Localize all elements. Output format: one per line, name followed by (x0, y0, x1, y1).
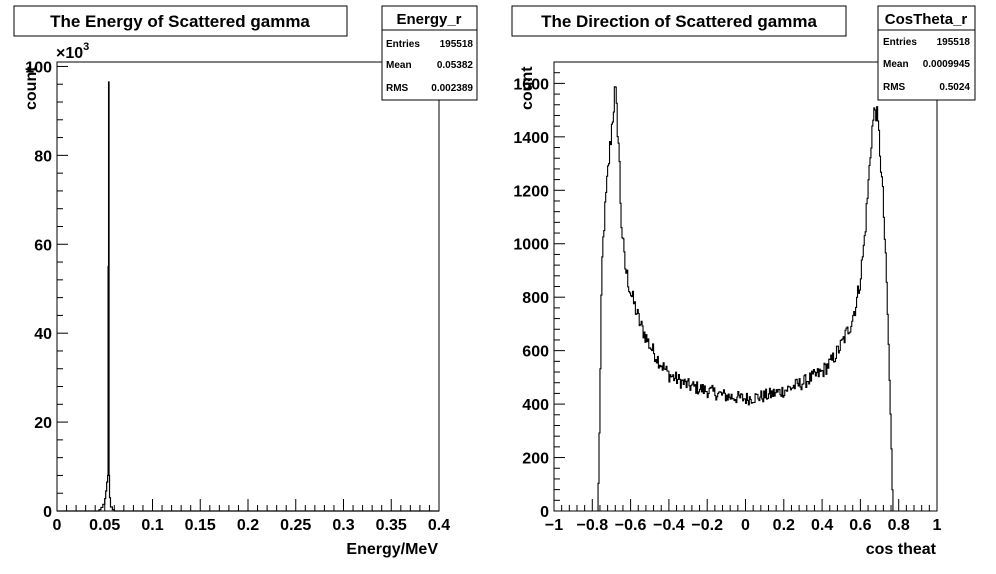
direction-x-tick-label: −0.6 (615, 517, 647, 534)
direction-x-tick-label: 0.6 (849, 517, 871, 534)
direction-y-axis-label: count (519, 66, 536, 110)
direction-y-tick-label: 0 (540, 504, 549, 521)
direction-y-axis: 0 200 400 600 800 1000 1200 1400 1600 (513, 61, 565, 521)
direction-y-tick-label: 1600 (513, 76, 549, 93)
direction-title-box (511, 5, 847, 37)
energy-x-tick-label: 0.4 (428, 517, 450, 534)
direction-x-tick-label: −0.4 (653, 517, 685, 534)
direction-stats-entries-label: Entries (883, 37, 917, 48)
direction-x-tick-label: 1 (933, 517, 942, 534)
energy-y-tick-label: 0 (43, 504, 52, 521)
energy-stats-rms-label: RMS (386, 83, 409, 94)
energy-stats-entries-label: Entries (386, 39, 420, 50)
direction-x-tick-label: −0.2 (691, 517, 723, 534)
energy-stats-rms-value: 0.002389 (431, 83, 473, 94)
energy-x-tick-label: 0.05 (89, 517, 120, 534)
energy-title-box (13, 5, 348, 37)
energy-y-tick-label: 40 (34, 326, 52, 343)
energy-stats-box (381, 5, 478, 101)
direction-histogram-line (554, 86, 937, 512)
energy-x-tick-label: 0 (53, 517, 62, 534)
direction-stats-mean-value: 0.0009945 (923, 59, 971, 70)
direction-y-tick-label: 400 (522, 397, 549, 414)
direction-y-tick-label: 600 (522, 344, 549, 361)
energy-histogram-panel: 0 0.05 0.1 0.15 0.2 0.25 0.3 0.35 0.4 0 20 40 60 80 1… (13, 5, 478, 558)
direction-stats-box (877, 5, 976, 101)
energy-histogram-bars (57, 81, 439, 512)
direction-y-tick-label: 1000 (513, 237, 549, 254)
energy-chart-title: The Energy of Scattered gamma (50, 12, 310, 31)
energy-y-tick-label: 80 (34, 148, 52, 165)
direction-x-tick-label: −1 (545, 517, 563, 534)
energy-y-tick-label: 60 (34, 237, 52, 254)
direction-x-tick-label: 0.8 (888, 517, 910, 534)
direction-y-tick-label: 200 (522, 451, 549, 468)
direction-x-tick-label: 0.2 (773, 517, 795, 534)
energy-x-tick-label: 0.2 (237, 517, 259, 534)
direction-stats-name: CosTheta_r (885, 11, 968, 28)
direction-stats-rms-value: 0.5024 (939, 82, 970, 93)
direction-y-tick-label: 1400 (513, 130, 549, 147)
direction-x-tick-label: 0.4 (811, 517, 833, 534)
energy-stats-name: Energy_r (396, 11, 461, 28)
energy-y-axis: 0 20 40 60 80 100 (25, 59, 68, 521)
energy-x-tick-label: 0.35 (376, 517, 407, 534)
direction-x-tick-label: 0 (741, 517, 750, 534)
energy-y-axis-label: count (23, 66, 40, 110)
direction-x-tick-label: −0.8 (577, 517, 609, 534)
direction-stats-rms-label: RMS (883, 82, 906, 93)
energy-x-axis-label: Energy/MeV (346, 541, 438, 558)
energy-x-tick-label: 0.3 (332, 517, 354, 534)
direction-x-axis: −1 −0.8 −0.6 −0.4 −0.2 0 0.2 0.4 0.6 0.8 1 (545, 499, 942, 534)
energy-y-tick-label: 100 (25, 59, 52, 76)
direction-histogram-series (554, 86, 937, 512)
energy-x-axis: 0 0.05 0.1 0.15 0.2 0.25 0.3 0.35 0.4 (53, 499, 450, 534)
energy-x-tick-label: 0.25 (280, 517, 311, 534)
direction-y-tick-label: 1200 (513, 183, 549, 200)
energy-stats-mean-value: 0.05382 (437, 60, 474, 71)
energy-stats-mean-label: Mean (386, 60, 412, 71)
energy-histogram-series (57, 81, 439, 512)
energy-y-multiplier: ×103 (56, 41, 89, 62)
direction-stats-entries-value: 195518 (937, 37, 971, 48)
energy-x-tick-label: 0.1 (141, 517, 163, 534)
direction-stats-mean-label: Mean (883, 59, 909, 70)
direction-y-tick-label: 800 (522, 290, 549, 307)
energy-x-tick-label: 0.15 (185, 517, 216, 534)
direction-x-axis-label: cos theat (866, 541, 937, 558)
energy-stats-entries-value: 195518 (440, 39, 474, 50)
energy-y-tick-label: 20 (34, 415, 52, 432)
direction-histogram-panel: −1 −0.8 −0.6 −0.4 −0.2 0 0.2 0.4 0.6 0.8 1 0 200 400… (511, 5, 976, 558)
direction-chart-title: The Direction of Scattered gamma (541, 12, 817, 31)
